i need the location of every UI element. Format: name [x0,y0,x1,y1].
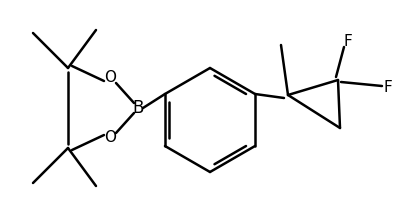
Text: F: F [383,81,391,95]
Text: B: B [132,99,143,117]
Text: F: F [343,35,352,49]
Text: O: O [104,130,116,146]
Text: O: O [104,70,116,86]
